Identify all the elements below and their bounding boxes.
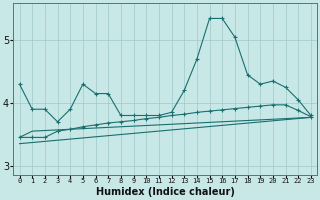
X-axis label: Humidex (Indice chaleur): Humidex (Indice chaleur) xyxy=(96,187,235,197)
